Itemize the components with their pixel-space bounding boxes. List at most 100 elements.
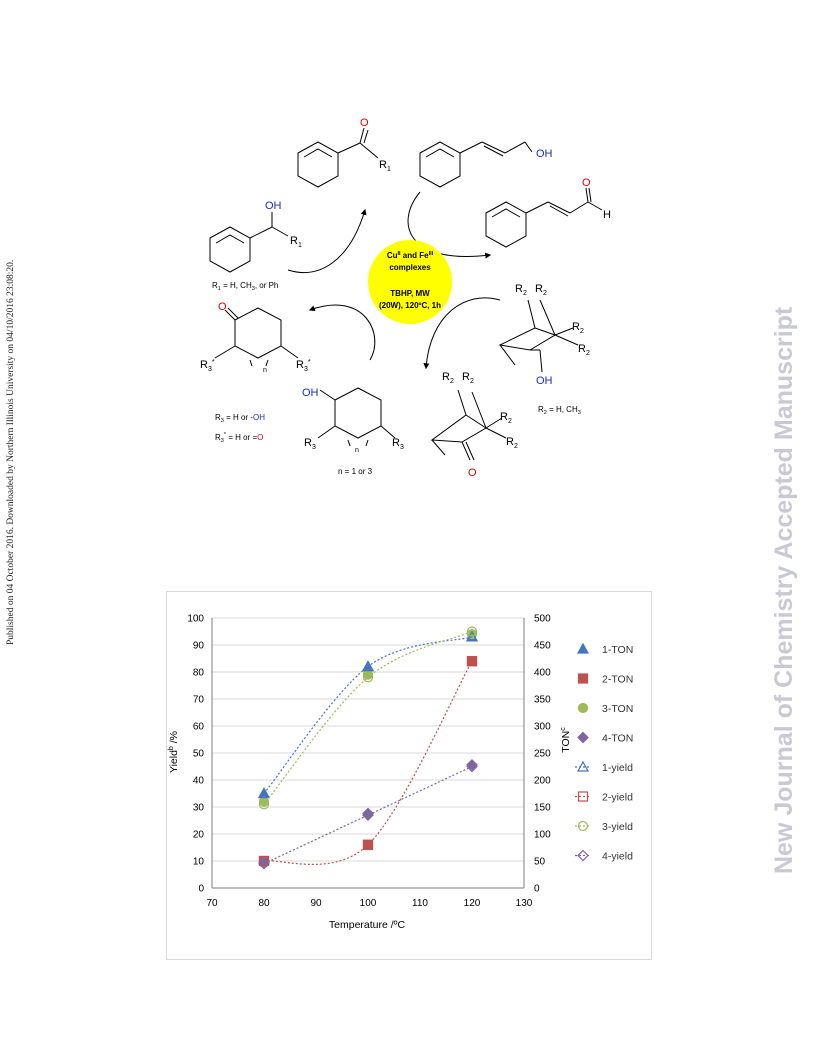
atom-h-aldehyde: H <box>603 209 611 221</box>
label-r1-alcohol: R1 <box>290 235 302 249</box>
y2-tick-label: 150 <box>534 803 551 814</box>
label-n-alcohol: n <box>355 447 359 454</box>
atom-o-aldehyde: O <box>582 177 591 189</box>
y-tick-label: 10 <box>193 857 205 868</box>
legend-label-4-ton: 4-TON <box>602 733 633 745</box>
y-tick-label: 70 <box>193 695 205 706</box>
journal-watermark-text: New Journal of Chemistry Accepted Manusc… <box>770 306 798 874</box>
arrow-3 <box>423 297 501 370</box>
point-4-ton <box>258 856 270 868</box>
atom-o-bicyclic: O <box>468 467 477 479</box>
point-4-yield <box>466 760 478 773</box>
catalyst-circle <box>368 240 452 324</box>
y-tick-label: 90 <box>193 641 205 652</box>
x-tick-label: 130 <box>516 898 533 909</box>
note-r3: R3 = H or -OH <box>215 413 265 424</box>
y-tick-label: 50 <box>193 749 205 760</box>
y-axis-label: Yieldb /% <box>168 731 180 773</box>
x-tick-label: 100 <box>360 898 377 909</box>
atom-o-cyclic: O <box>218 301 227 313</box>
bicyclic-ketone <box>430 389 487 443</box>
chart-frame: 0 10 20 30 40 50 60 70 80 90 100 0 50 100 150 200 250 300… <box>166 591 652 960</box>
point-4-yield <box>362 809 374 821</box>
y2-tick-label: 400 <box>534 668 551 679</box>
label-r2-e: R2 <box>442 371 454 385</box>
legend-marker-2-ton <box>577 673 589 684</box>
y2-tick-label: 450 <box>534 641 551 652</box>
label-r2-f: R2 <box>462 371 474 385</box>
legend-label-3-ton: 3-TON <box>602 703 633 715</box>
atom-o-ketone: O <box>360 117 369 129</box>
arrow-1 <box>287 208 367 273</box>
journal-watermark: New Journal of Chemistry Accepted Manusc… <box>766 170 806 890</box>
label-r2-d: R2 <box>578 343 590 357</box>
y2-tick-label: 350 <box>534 695 551 706</box>
series-line-3-yield <box>263 630 473 805</box>
note-n: n = 1 or 3 <box>338 467 373 476</box>
ring-cyclic-alcohol <box>334 387 382 439</box>
x-tick-label: 90 <box>310 898 322 909</box>
legend-marker-1-yield <box>576 760 590 772</box>
y-tick-label: 20 <box>193 830 205 841</box>
note-r3s: R3* = H or =O <box>215 432 263 444</box>
legend-marker-1-ton <box>576 642 590 654</box>
y-tick-label: 60 <box>193 722 205 733</box>
atom-oh-bicyclic: OH <box>536 375 553 387</box>
label-r2-c: R2 <box>572 321 584 335</box>
series-line-2-yield <box>263 660 473 865</box>
y-tick-label: 40 <box>193 776 205 787</box>
label-r2-h: R2 <box>506 436 518 450</box>
legend-marker-3-ton <box>577 702 589 714</box>
bicyclic-alcohol <box>498 299 556 351</box>
publication-note: Published on 04 October 2016. Downloaded… <box>6 200 20 660</box>
catalyst-label-1: CuII and FeIII <box>387 251 434 260</box>
catalyst-label-2: complexes <box>389 263 431 272</box>
y2-tick-label: 250 <box>534 749 551 760</box>
note-r2: R2 = H, CH3 <box>538 405 581 416</box>
legend-label-2-ton: 2-TON <box>602 674 633 686</box>
point-1-yield <box>257 787 271 799</box>
y-tick-label: 80 <box>193 668 205 679</box>
legend-marker-4-yield <box>577 849 589 862</box>
y2-tick-label: 200 <box>534 776 551 787</box>
ring-ketone <box>297 141 339 188</box>
ring-cyclic-ketone <box>234 307 282 359</box>
point-1-yield <box>361 660 375 672</box>
legend-label-2-yield: 2-yield <box>602 792 633 804</box>
atom-oh-cinnamyl: OH <box>536 148 553 160</box>
point-2-yield <box>362 839 374 850</box>
x-tick-label: 110 <box>412 898 428 909</box>
label-r3s-left: R3* <box>200 359 215 373</box>
note-r1: R1 = H, CH3, or Ph <box>212 281 278 292</box>
point-3-yield <box>466 626 478 637</box>
label-r2-b: R2 <box>535 283 547 297</box>
point-3-yield <box>362 672 374 683</box>
ring-cinnamaldehyde <box>485 201 527 248</box>
point-4-ton <box>466 759 478 771</box>
atom-oh-cyclic: OH <box>302 387 319 399</box>
catalyst-label-3: TBHP, MW <box>390 289 430 298</box>
label-r3s-right: R3* <box>296 359 311 373</box>
legend-marker-2-yield <box>577 791 589 802</box>
arrow-4 <box>308 304 376 361</box>
reaction-scheme: CuII and FeIII complexes TBHP, MW (20W),… <box>180 110 640 490</box>
label-r2-g: R2 <box>500 411 512 425</box>
legend-label-1-yield: 1-yield <box>602 762 633 774</box>
x-tick-label: 70 <box>206 898 218 909</box>
legend-label-4-yield: 4-yield <box>602 851 633 863</box>
legend-marker-3-yield <box>577 820 589 832</box>
y2-tick-label: 300 <box>534 722 551 733</box>
ring-cinnamyl-alcohol <box>419 141 461 188</box>
publication-note-text: Published on 04 October 2016. Downloaded… <box>6 259 16 645</box>
label-r1-ketone: R1 <box>379 159 391 173</box>
catalyst-label-4: (20W), 120ºC, 1h <box>379 301 441 310</box>
point-3-yield <box>258 799 270 810</box>
y2-axis-label: TONc <box>560 727 572 753</box>
legend-label-1-ton: 1-TON <box>602 644 633 656</box>
atom-oh-alcohol: OH <box>265 200 282 212</box>
y2-tick-label: 100 <box>534 830 551 841</box>
label-r2-a: R2 <box>515 283 527 297</box>
point-4-yield <box>258 857 270 870</box>
x-tick-label: 120 <box>464 898 481 909</box>
ring-alcohol <box>209 226 251 273</box>
